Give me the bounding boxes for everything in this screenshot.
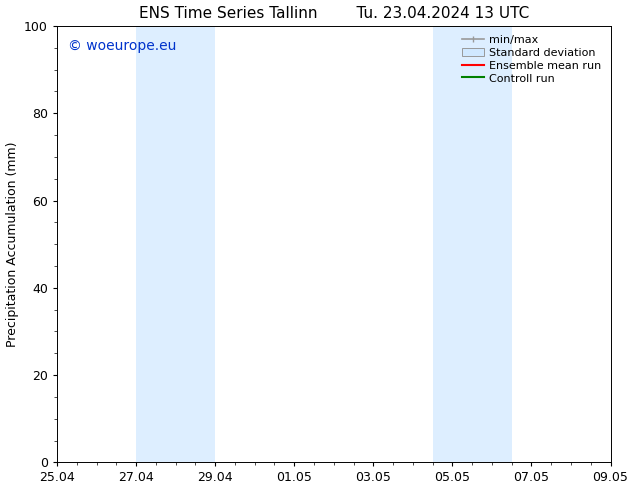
- Bar: [136, 26, 215, 463]
- Y-axis label: Precipitation Accumulation (mm): Precipitation Accumulation (mm): [6, 142, 18, 347]
- Bar: [432, 26, 512, 463]
- Title: ENS Time Series Tallinn        Tu. 23.04.2024 13 UTC: ENS Time Series Tallinn Tu. 23.04.2024 1…: [139, 5, 529, 21]
- Legend: min/max, Standard deviation, Ensemble mean run, Controll run: min/max, Standard deviation, Ensemble me…: [458, 31, 605, 87]
- Text: © woeurope.eu: © woeurope.eu: [68, 39, 176, 53]
